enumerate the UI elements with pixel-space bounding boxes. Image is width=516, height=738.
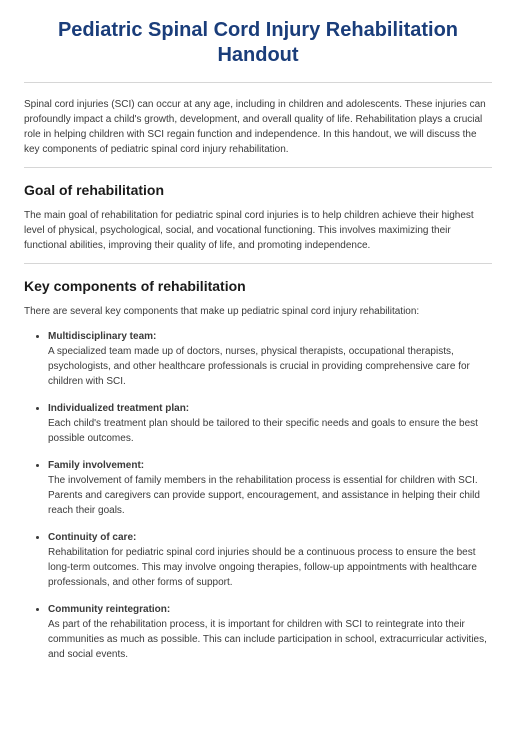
list-item-title: Individualized treatment plan: <box>48 401 492 416</box>
divider <box>24 263 492 264</box>
list-item-title: Community reintegration: <box>48 602 492 617</box>
section-heading-goal: Goal of rehabilitation <box>24 182 492 198</box>
list-item-desc: Each child's treatment plan should be ta… <box>48 418 478 444</box>
section-body-goal: The main goal of rehabilitation for pedi… <box>24 208 492 253</box>
page-title: Pediatric Spinal Cord Injury Rehabilitat… <box>24 18 492 68</box>
list-item: Multidisciplinary team: A specialized te… <box>48 329 492 389</box>
list-item-title: Family involvement: <box>48 458 492 473</box>
section-lead-components: There are several key components that ma… <box>24 304 492 319</box>
list-item: Family involvement: The involvement of f… <box>48 458 492 518</box>
list-item-title: Multidisciplinary team: <box>48 329 492 344</box>
list-item: Continuity of care: Rehabilitation for p… <box>48 530 492 590</box>
list-item: Community reintegration: As part of the … <box>48 602 492 662</box>
intro-paragraph: Spinal cord injuries (SCI) can occur at … <box>24 97 492 157</box>
list-item-desc: The involvement of family members in the… <box>48 475 480 516</box>
components-list: Multidisciplinary team: A specialized te… <box>24 329 492 662</box>
divider <box>24 167 492 168</box>
list-item: Individualized treatment plan: Each chil… <box>48 401 492 446</box>
list-item-desc: Rehabilitation for pediatric spinal cord… <box>48 547 477 588</box>
list-item-title: Continuity of care: <box>48 530 492 545</box>
divider <box>24 82 492 83</box>
list-item-desc: A specialized team made up of doctors, n… <box>48 346 470 387</box>
list-item-desc: As part of the rehabilitation process, i… <box>48 619 487 660</box>
section-heading-components: Key components of rehabilitation <box>24 278 492 294</box>
